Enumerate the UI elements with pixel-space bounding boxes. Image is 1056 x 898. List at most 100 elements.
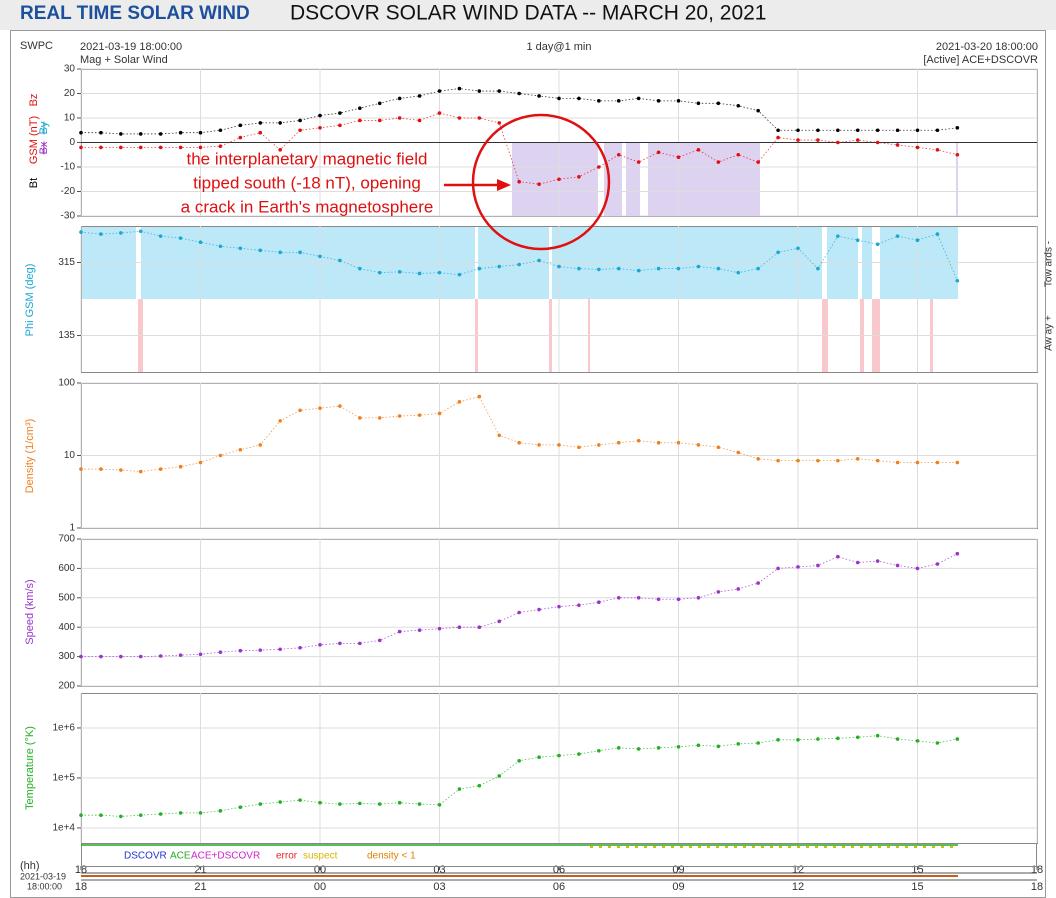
data-point <box>796 458 800 463</box>
data-point <box>99 467 103 471</box>
data-point <box>198 652 203 657</box>
data-point <box>557 264 561 269</box>
y-axis-label: GSM (nT) <box>28 116 40 164</box>
data-point <box>258 130 263 135</box>
data-point <box>278 148 282 152</box>
data-point <box>855 457 860 461</box>
data-point <box>158 145 163 150</box>
data-point <box>756 108 760 113</box>
data-point <box>756 457 760 461</box>
data-point <box>138 132 143 136</box>
y-axis-label: Density (1/cm³) <box>24 419 36 494</box>
data-point <box>158 654 163 658</box>
data-point <box>656 440 661 445</box>
data-point <box>915 238 920 242</box>
data-point <box>158 132 163 136</box>
data-point <box>616 440 621 445</box>
data-point <box>756 160 760 164</box>
data-point <box>119 231 123 235</box>
data-point <box>855 238 860 242</box>
data-point <box>437 411 442 416</box>
data-point <box>198 811 203 815</box>
data-point <box>198 130 203 135</box>
brand: REAL TIME SOLAR WIND <box>20 3 250 24</box>
data-point <box>437 626 442 631</box>
data-point <box>816 138 820 142</box>
data-point <box>836 140 840 145</box>
data-point <box>417 271 422 276</box>
data-point <box>397 116 402 120</box>
y-tick-label: 500 <box>58 592 75 603</box>
data-point <box>318 254 322 259</box>
header-bar <box>0 0 1056 30</box>
data-point <box>875 559 880 563</box>
series-label: Bt <box>28 178 40 188</box>
data-point <box>855 735 860 740</box>
data-point <box>676 440 681 445</box>
data-point <box>497 774 502 778</box>
data-point <box>358 416 362 420</box>
data-point <box>477 266 482 271</box>
data-point <box>816 563 820 568</box>
y-tick-label: 135 <box>58 330 75 341</box>
data-point <box>836 736 840 741</box>
x-tick-label: 21 <box>194 864 206 876</box>
data-point <box>377 802 382 806</box>
data-point <box>178 145 183 150</box>
data-point <box>119 132 123 136</box>
data-point <box>656 746 661 750</box>
y-tick-label: 30 <box>64 64 76 75</box>
data-point <box>457 272 462 277</box>
data-point <box>457 400 462 404</box>
data-point <box>636 747 641 751</box>
data-point <box>716 445 721 450</box>
data-point <box>955 460 960 465</box>
data-point <box>955 126 960 130</box>
data-point <box>616 596 621 600</box>
data-point <box>437 270 442 275</box>
y-tick-label: -30 <box>61 211 76 222</box>
data-point <box>616 99 621 103</box>
data-point <box>99 813 103 817</box>
data-point <box>497 121 502 125</box>
data-point <box>796 246 800 251</box>
data-point <box>537 258 541 263</box>
data-point <box>796 128 800 133</box>
data-point <box>99 130 103 135</box>
data-point <box>338 111 342 115</box>
x-tick-label: 03 <box>433 881 445 893</box>
data-point <box>895 563 900 568</box>
data-point <box>537 755 541 759</box>
data-point <box>238 447 243 452</box>
data-point <box>935 148 940 152</box>
data-point <box>616 152 621 157</box>
data-point <box>238 805 243 809</box>
data-point <box>836 128 840 133</box>
data-point <box>895 128 900 133</box>
data-point <box>497 433 502 438</box>
data-point <box>417 94 422 98</box>
data-point <box>397 800 402 805</box>
data-point <box>258 802 263 806</box>
data-point <box>158 234 163 238</box>
data-point <box>238 648 243 653</box>
data-point <box>517 179 521 184</box>
data-point <box>955 152 960 157</box>
data-point <box>79 130 83 135</box>
data-point <box>338 123 342 128</box>
data-point <box>816 458 820 463</box>
data-point <box>656 266 661 271</box>
data-point <box>298 250 302 255</box>
data-point <box>636 268 641 273</box>
data-point <box>696 148 701 152</box>
status-legend: suspect <box>303 851 338 862</box>
data-point <box>99 145 103 150</box>
data-point <box>955 551 960 556</box>
y-tick-label: 10 <box>64 113 76 124</box>
data-point <box>338 641 342 646</box>
data-point <box>577 266 581 271</box>
data-point <box>935 460 940 465</box>
data-point <box>497 619 502 624</box>
data-point <box>836 554 840 559</box>
data-point <box>218 809 223 813</box>
